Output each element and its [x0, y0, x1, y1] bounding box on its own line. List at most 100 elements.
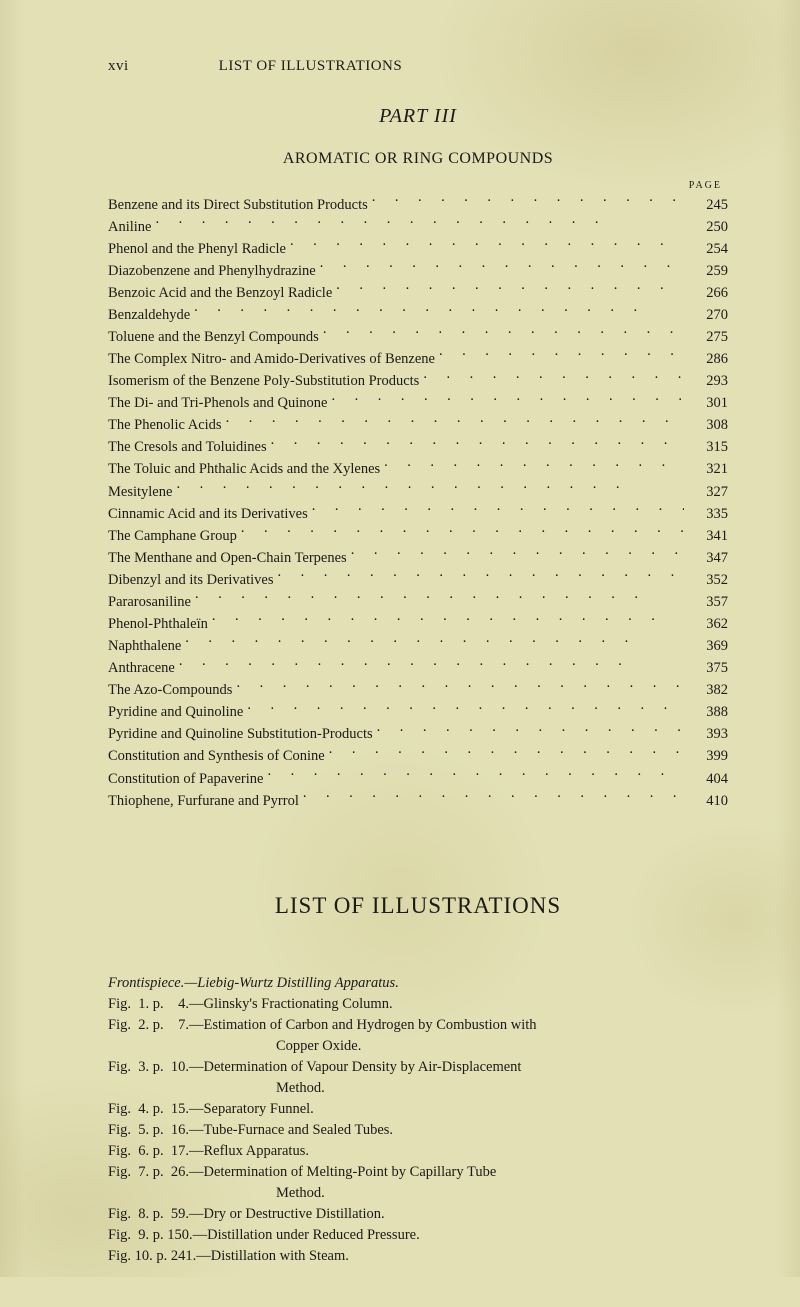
illustration-ref: Fig. 1. p. 4.	[108, 994, 189, 1015]
toc-leader	[247, 701, 684, 717]
toc-row: The Di- and Tri-Phenols and Quinone301	[108, 392, 728, 414]
toc-entry: Benzene and its Direct Substitution Prod…	[108, 195, 368, 216]
toc-leader	[320, 259, 684, 275]
toc-row: Aniline250	[108, 215, 728, 237]
toc-row: Benzene and its Direct Substitution Prod…	[108, 193, 728, 215]
toc-page: 357	[688, 592, 728, 613]
toc-entry: The Phenolic Acids	[108, 415, 222, 436]
toc-page: 382	[688, 680, 728, 701]
toc-page: 362	[688, 614, 728, 635]
toc-page: 250	[688, 217, 728, 238]
illustration-ref: Fig. 9. p. 150.	[108, 1225, 193, 1246]
illustration-ref: Fig. 6. p. 17.	[108, 1141, 189, 1162]
illustration-line: Fig. 4. p. 15.—Separatory Funnel.	[108, 1099, 728, 1120]
toc-leader	[271, 436, 684, 452]
toc-entry: The Toluic and Phthalic Acids and the Xy…	[108, 459, 380, 480]
toc-row: Phenol-Phthaleïn362	[108, 612, 728, 634]
toc-leader	[179, 657, 684, 673]
illustration-ref: Fig. 7. p. 26.	[108, 1162, 189, 1183]
illustration-desc: —Determination of Melting-Point by Capil…	[189, 1162, 496, 1183]
toc-page: 293	[688, 371, 728, 392]
toc-row: Constitution of Papaverine404	[108, 767, 728, 789]
toc-leader	[423, 370, 684, 386]
toc-page: 352	[688, 570, 728, 591]
illustration-line: Fig. 6. p. 17.—Reflux Apparatus.	[108, 1141, 728, 1162]
page-column-label: PAGE	[108, 180, 728, 191]
toc-row: Cinnamic Acid and its Derivatives335	[108, 502, 728, 524]
toc-entry: Toluene and the Benzyl Compounds	[108, 327, 319, 348]
toc-page: 388	[688, 702, 728, 723]
toc-row: The Cresols and Toluidines 315	[108, 436, 728, 458]
toc-page: 270	[688, 305, 728, 326]
toc-entry: Mesitylene	[108, 482, 172, 503]
toc-row: Benzoic Acid and the Benzoyl Radicle 266	[108, 281, 728, 303]
table-of-contents: Benzene and its Direct Substitution Prod…	[108, 193, 728, 811]
toc-page: 369	[688, 636, 728, 657]
toc-page: 341	[688, 526, 728, 547]
toc-page: 315	[688, 437, 728, 458]
toc-page: 254	[688, 239, 728, 260]
toc-leader	[439, 348, 684, 364]
toc-page: 410	[688, 791, 728, 812]
toc-row: Pyridine and Quinoline 388	[108, 701, 728, 723]
toc-entry: Isomerism of the Benzene Poly-Substituti…	[108, 371, 419, 392]
toc-leader	[236, 679, 684, 695]
illustration-ref: Fig. 5. p. 16.	[108, 1120, 189, 1141]
toc-entry: The Di- and Tri-Phenols and Quinone	[108, 393, 328, 414]
toc-leader	[212, 612, 684, 628]
page-number-roman: xvi	[108, 58, 129, 75]
part-heading: PART III	[108, 105, 728, 128]
toc-entry: The Azo-Compounds	[108, 680, 232, 701]
illustration-desc: —Distillation under Reduced Pressure.	[193, 1225, 420, 1246]
illustration-continuation: Copper Oxide.	[108, 1036, 728, 1057]
illustration-line: Fig. 5. p. 16.—Tube-Furnace and Sealed T…	[108, 1120, 728, 1141]
toc-entry: Pararosaniline	[108, 592, 191, 613]
toc-entry: Thiophene, Furfurane and Pyrrol	[108, 791, 299, 812]
illustration-desc: —Separatory Funnel.	[189, 1099, 314, 1120]
illustration-ref: Fig. 10. p. 241.	[108, 1246, 196, 1267]
toc-row: Thiophene, Furfurane and Pyrrol 410	[108, 789, 728, 811]
toc-row: The Camphane Group341	[108, 524, 728, 546]
toc-leader	[278, 568, 685, 584]
toc-entry: Pyridine and Quinoline	[108, 702, 243, 723]
toc-row: Pyridine and Quinoline Substitution-Prod…	[108, 723, 728, 745]
illustration-desc: —Dry or Destructive Distillation.	[189, 1204, 385, 1225]
toc-row: Mesitylene 327	[108, 480, 728, 502]
toc-row: The Toluic and Phthalic Acids and the Xy…	[108, 458, 728, 480]
toc-row: The Phenolic Acids308	[108, 414, 728, 436]
toc-leader	[323, 325, 684, 341]
toc-leader	[176, 480, 684, 496]
toc-entry: Constitution of Papaverine	[108, 769, 263, 790]
illustration-desc: —Reflux Apparatus.	[189, 1141, 309, 1162]
toc-page: 266	[688, 283, 728, 304]
illustration-ref: Fig. 2. p. 7.	[108, 1015, 189, 1036]
illustration-continuation: Method.	[108, 1183, 728, 1204]
list-of-illustrations: Frontispiece.—Liebig-Wurtz Distilling Ap…	[108, 973, 728, 1267]
frontispiece-line: Frontispiece.—Liebig-Wurtz Distilling Ap…	[108, 973, 728, 994]
toc-leader	[303, 789, 684, 805]
illustration-line: Fig. 1. p. 4.—Glinsky's Fractionating Co…	[108, 994, 728, 1015]
toc-entry: Benzoic Acid and the Benzoyl Radicle	[108, 283, 332, 304]
toc-page: 327	[688, 482, 728, 503]
toc-row: Constitution and Synthesis of Conine399	[108, 745, 728, 767]
toc-row: Phenol and the Phenyl Radicle254	[108, 237, 728, 259]
toc-row: Pararosaniline 357	[108, 590, 728, 612]
toc-leader	[267, 767, 684, 783]
toc-entry: The Cresols and Toluidines	[108, 437, 267, 458]
toc-leader	[372, 193, 684, 209]
toc-entry: Cinnamic Acid and its Derivatives	[108, 504, 308, 525]
toc-entry: Diazobenzene and Phenylhydrazine	[108, 261, 316, 282]
toc-page: 393	[688, 724, 728, 745]
illustration-desc: —Estimation of Carbon and Hydrogen by Co…	[189, 1015, 537, 1036]
book-page: xvi LIST OF ILLUSTRATIONS PART III AROMA…	[0, 0, 800, 1307]
toc-entry: Constitution and Synthesis of Conine	[108, 746, 325, 767]
toc-entry: Dibenzyl and its Derivatives	[108, 570, 274, 591]
toc-leader	[195, 590, 684, 606]
toc-row: Benzaldehyde270	[108, 303, 728, 325]
illustration-ref: Fig. 4. p. 15.	[108, 1099, 189, 1120]
toc-leader	[156, 215, 685, 231]
toc-row: The Complex Nitro- and Amido-Derivatives…	[108, 348, 728, 370]
toc-page: 275	[688, 327, 728, 348]
running-head-title: LIST OF ILLUSTRATIONS	[219, 58, 403, 75]
toc-entry: The Complex Nitro- and Amido-Derivatives…	[108, 349, 435, 370]
